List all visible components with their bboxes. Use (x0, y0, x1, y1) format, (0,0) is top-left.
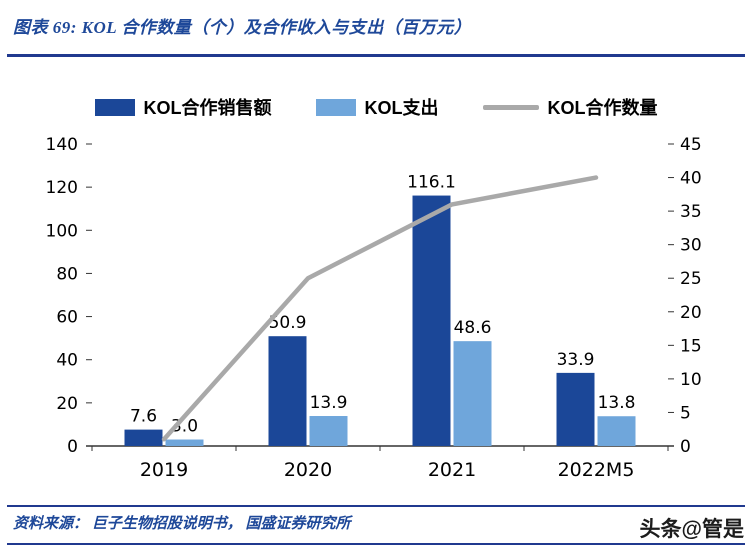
chart-canvas: 0 20 40 60 80 100 120 140 0 5 10 15 20 25 30 35 40 45 2019… (46, 135, 702, 481)
bar-sales-2020 (268, 336, 307, 446)
left-axis-tick-label: 120 (46, 178, 78, 198)
bar-sales-2019 (124, 429, 163, 446)
legend-label-sales: KOL合作销售额 (143, 98, 272, 118)
right-axis-tick-label: 5 (680, 403, 691, 423)
right-axis-tick-label: 0 (680, 437, 691, 457)
x-axis-category-label: 2022M5 (558, 459, 635, 481)
watermark: 头条@管是 (639, 518, 744, 541)
legend-swatch-spend (315, 98, 356, 116)
left-axis-tick-label: 40 (56, 351, 78, 371)
top-divider (7, 54, 745, 57)
legend-line-count (482, 104, 539, 110)
bar-sales-2021 (412, 195, 451, 446)
x-axis-category-label: 2020 (284, 459, 332, 481)
legend-label-spend: KOL支出 (364, 98, 439, 118)
left-axis-tick-label: 80 (56, 264, 78, 284)
bar-spend-2019 (165, 439, 204, 446)
left-axis-tick-label: 140 (46, 135, 78, 155)
right-axis-tick-label: 30 (680, 236, 702, 256)
legend-swatch-sales (94, 98, 135, 116)
right-axis-tick-label: 45 (680, 135, 702, 155)
bar-value-label: 33.9 (557, 350, 595, 370)
legend-label-count: KOL合作数量 (547, 98, 658, 118)
bar-value-label: 50.9 (269, 313, 307, 333)
right-axis-tick-label: 25 (680, 269, 702, 289)
right-axis-tick-label: 15 (680, 336, 702, 356)
left-axis-tick-label: 60 (56, 308, 78, 328)
left-axis-tick-label: 20 (56, 394, 78, 414)
source-note: 资料来源： 巨子生物招股说明书， 国盛证券研究所 (13, 516, 351, 532)
right-axis-tick-label: 40 (680, 169, 702, 189)
bar-value-label: 13.9 (310, 393, 348, 413)
legend-item-spend: KOL支出 (315, 94, 439, 120)
footer-divider (7, 505, 745, 507)
line-series-kol-count (161, 175, 599, 442)
x-axis-category-label: 2019 (140, 459, 188, 481)
bar-value-label: 13.8 (598, 393, 636, 413)
bar-value-label: 48.6 (454, 318, 492, 338)
bottom-divider (7, 543, 745, 545)
left-axis-tick-label: 100 (46, 221, 78, 241)
figure-title: 图表 69: KOL 合作数量（个）及合作收入与支出（百万元） (13, 18, 472, 37)
bar-spend-2021 (453, 341, 492, 446)
right-axis-tick-label: 35 (680, 202, 702, 222)
bar-value-label: 116.1 (407, 173, 456, 193)
x-axis-category-label: 2021 (428, 459, 476, 481)
right-axis-tick-label: 20 (680, 303, 702, 323)
left-axis-tick-label: 0 (67, 437, 78, 457)
legend-item-count: KOL合作数量 (482, 94, 658, 120)
right-axis-tick-label: 10 (680, 370, 702, 390)
bar-spend-2020 (309, 416, 348, 446)
chart-legend: KOL合作销售额 KOL支出 KOL合作数量 (0, 94, 752, 120)
bar-value-label: 7.6 (130, 407, 157, 427)
bar-spend-2022M5 (597, 416, 636, 446)
legend-item-sales: KOL合作销售额 (94, 94, 272, 120)
bar-sales-2022M5 (556, 372, 595, 446)
